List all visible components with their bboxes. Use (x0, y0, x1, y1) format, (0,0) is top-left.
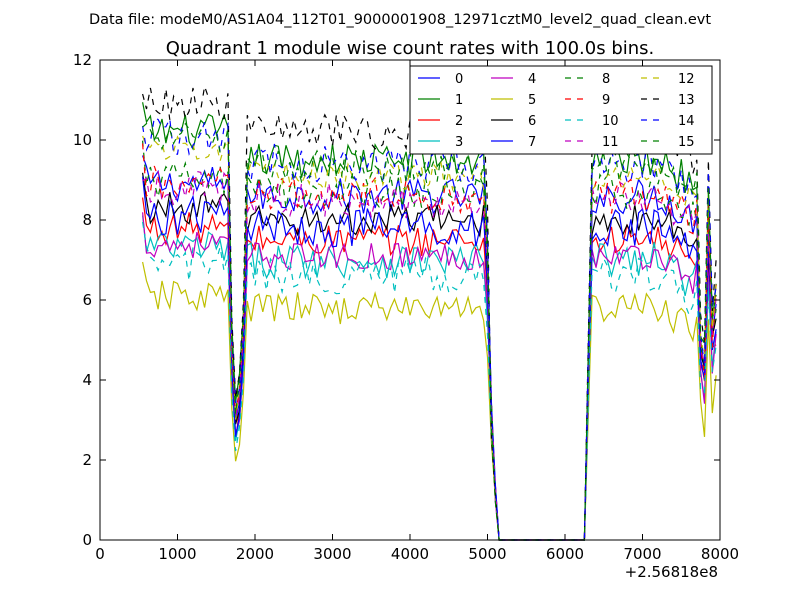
legend-label-3: 3 (455, 135, 463, 150)
y-tick-label: 8 (82, 211, 92, 229)
x-tick-label: 6000 (546, 545, 584, 563)
x-tick-label: 3000 (313, 545, 351, 563)
legend-label-0: 0 (455, 72, 463, 87)
legend-label-4: 4 (528, 72, 536, 87)
legend-label-11: 11 (602, 135, 619, 150)
series-line-11 (142, 170, 717, 541)
legend-label-10: 10 (602, 114, 619, 129)
series-line-8 (142, 140, 717, 541)
x-tick-label: 2000 (236, 545, 274, 563)
x-tick-label: 4000 (391, 545, 429, 563)
legend-label-9: 9 (602, 93, 610, 108)
y-tick-label: 2 (82, 451, 92, 469)
legend-label-5: 5 (528, 93, 536, 108)
suptitle: Data file: modeM0/AS1A04_112T01_90000019… (89, 12, 711, 28)
x-tick-label: 0 (95, 545, 105, 563)
legend-label-6: 6 (528, 114, 536, 129)
legend-label-14: 14 (678, 114, 695, 129)
series-line-7 (142, 176, 717, 541)
legend-label-8: 8 (602, 72, 610, 87)
ticks-layer: 0 1000 2000 3000 4000 5000 6000 7000 80000246810… (73, 51, 739, 563)
x-tick-label: 5000 (468, 545, 506, 563)
y-tick-label: 4 (82, 371, 92, 389)
y-tick-label: 12 (73, 51, 92, 69)
series-line-12 (142, 135, 717, 541)
legend-label-12: 12 (678, 72, 695, 87)
series-line-1 (142, 102, 717, 541)
legend-label-1: 1 (455, 93, 463, 108)
x-tick-label: 8000 (701, 545, 739, 563)
x-offset-text: +2.56818e8 (625, 563, 718, 581)
y-tick-label: 0 (82, 531, 92, 549)
legend-label-2: 2 (455, 114, 463, 129)
series-line-5 (142, 261, 717, 541)
series-line-0 (142, 155, 717, 541)
legend-box (409, 65, 713, 155)
series-line-10 (142, 221, 717, 541)
x-tick-label: 7000 (623, 545, 661, 563)
series-line-9 (142, 143, 717, 541)
legend-label-15: 15 (678, 135, 695, 150)
y-tick-label: 10 (73, 131, 92, 149)
legend-label-7: 7 (528, 135, 536, 150)
legend-label-13: 13 (678, 93, 695, 108)
series-line-15 (142, 122, 717, 541)
y-tick-label: 6 (82, 291, 92, 309)
x-tick-label: 1000 (158, 545, 196, 563)
chart-title: Quadrant 1 module wise count rates with … (166, 38, 655, 59)
